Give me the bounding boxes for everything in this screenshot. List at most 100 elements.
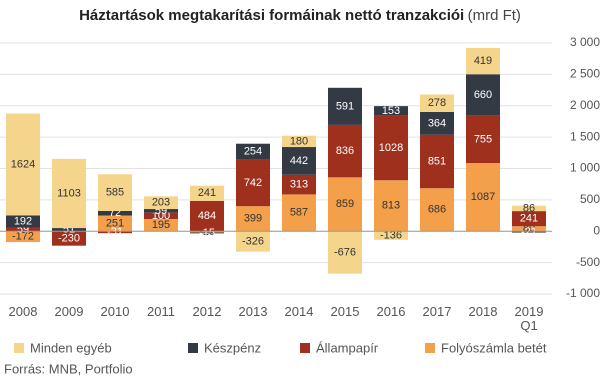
bar-segment xyxy=(374,231,408,240)
value-label: 587 xyxy=(290,207,308,219)
x-tick-line: Q1 xyxy=(520,318,537,333)
x-tick-label: 2010 xyxy=(101,304,130,319)
bar-segment xyxy=(466,47,500,75)
y-tick-label: 2 000 xyxy=(570,98,600,112)
value-label: 241 xyxy=(198,187,216,199)
bar-segment xyxy=(512,226,546,232)
x-tick-label: 2015 xyxy=(331,304,360,319)
value-label: 660 xyxy=(474,89,492,101)
legend-swatch xyxy=(14,343,24,353)
x-tick-line: 2014 xyxy=(285,304,314,319)
legend-swatch xyxy=(425,343,435,353)
value-label: 755 xyxy=(474,133,492,145)
bar-segment xyxy=(190,231,224,233)
x-tick-label: 2011 xyxy=(147,304,175,319)
bar-segment xyxy=(98,215,132,232)
value-label: 585 xyxy=(106,187,124,199)
x-tick-label: 2017 xyxy=(423,304,452,319)
bar-segment xyxy=(144,219,178,232)
bar-segment xyxy=(98,174,132,211)
y-tick-label: 1 500 xyxy=(570,129,600,143)
x-tick-line: 2016 xyxy=(377,304,406,319)
bar-segment xyxy=(190,232,224,234)
bar-segment xyxy=(98,210,132,216)
y-tick-label: 3 000 xyxy=(570,35,600,49)
bar-segment xyxy=(420,94,454,112)
bar-segment xyxy=(282,135,316,148)
value-label: 419 xyxy=(474,55,492,67)
x-tick-line: 2013 xyxy=(239,304,268,319)
y-tick-label: 500 xyxy=(580,192,600,206)
value-label: -172 xyxy=(12,231,34,243)
bar-segment xyxy=(420,111,454,135)
value-label: 742 xyxy=(244,177,262,189)
source: Forrás: MNB, Portfolio xyxy=(4,361,133,376)
x-tick-line: 2012 xyxy=(193,304,222,319)
x-tick-line: 2011 xyxy=(147,304,175,319)
value-label: -136 xyxy=(380,229,402,241)
value-label: 399 xyxy=(244,213,262,225)
value-label: 1087 xyxy=(471,191,495,203)
bar-segment xyxy=(328,87,362,125)
value-label: 241 xyxy=(520,213,538,225)
bar-segment xyxy=(374,106,408,116)
bar-segment xyxy=(236,206,270,232)
x-tick-label: 2019 Q1 xyxy=(515,304,544,333)
chart-title: Háztartások megtakarítási formáinak nett… xyxy=(79,7,464,24)
bar-segment xyxy=(466,115,500,164)
value-label: -676 xyxy=(334,246,356,258)
x-tick-line: 2008 xyxy=(9,304,38,319)
x-tick-label: 2013 xyxy=(239,304,268,319)
value-label: 1624 xyxy=(11,158,35,170)
bar-segment xyxy=(52,228,86,232)
bar-segment xyxy=(466,74,500,116)
bar-segment xyxy=(6,231,40,243)
bar-segment xyxy=(282,174,316,195)
bar-segment xyxy=(374,180,408,232)
bar-segment xyxy=(52,158,86,229)
legend-label: Minden egyéb xyxy=(30,340,112,355)
x-tick-line: 2017 xyxy=(423,304,452,319)
value-label: 278 xyxy=(428,97,446,109)
value-label: 1028 xyxy=(379,142,403,154)
bar-segment xyxy=(282,147,316,175)
bar-segment xyxy=(466,163,500,232)
legend-label: Folyószámla betét xyxy=(441,340,547,355)
value-label: 1103 xyxy=(57,187,81,199)
value-label: 195 xyxy=(152,219,170,231)
legend-swatch xyxy=(300,343,310,353)
value-label: 484 xyxy=(198,210,216,222)
y-tick-label: -500 xyxy=(576,255,600,269)
bar-segment xyxy=(236,143,270,160)
value-label: -15 xyxy=(199,227,215,239)
legend-swatch xyxy=(188,343,198,353)
bar-segment xyxy=(328,177,362,232)
value-label: 86 xyxy=(523,202,535,214)
value-label: 313 xyxy=(290,179,308,191)
bar-segment xyxy=(236,231,270,252)
bar-segment xyxy=(6,215,40,228)
bar-segment xyxy=(144,209,178,213)
value-label: -31 xyxy=(107,226,123,238)
bar-segment xyxy=(420,188,454,232)
y-tick-label: 1 000 xyxy=(570,161,600,175)
bar-segment xyxy=(144,212,178,220)
value-label: 254 xyxy=(244,146,262,158)
value-label: 192 xyxy=(14,215,32,227)
value-label: -230 xyxy=(58,232,80,244)
value-label: -21 xyxy=(521,226,537,238)
chart-title-group: Háztartások megtakarítási formáinak nett… xyxy=(79,7,521,24)
value-label: 591 xyxy=(336,100,354,112)
bar-segment xyxy=(512,211,546,227)
x-tick-label: 2009 xyxy=(55,304,84,319)
value-label: 859 xyxy=(336,198,354,210)
bar-segment xyxy=(328,231,362,274)
x-tick-label: 2008 xyxy=(9,304,38,319)
x-tick-line: 2010 xyxy=(101,304,130,319)
value-label: 851 xyxy=(428,155,446,167)
x-tick-label: 2016 xyxy=(377,304,406,319)
value-label: 251 xyxy=(106,217,124,229)
bar-segment xyxy=(6,113,40,216)
x-tick-label: 2012 xyxy=(193,304,222,319)
